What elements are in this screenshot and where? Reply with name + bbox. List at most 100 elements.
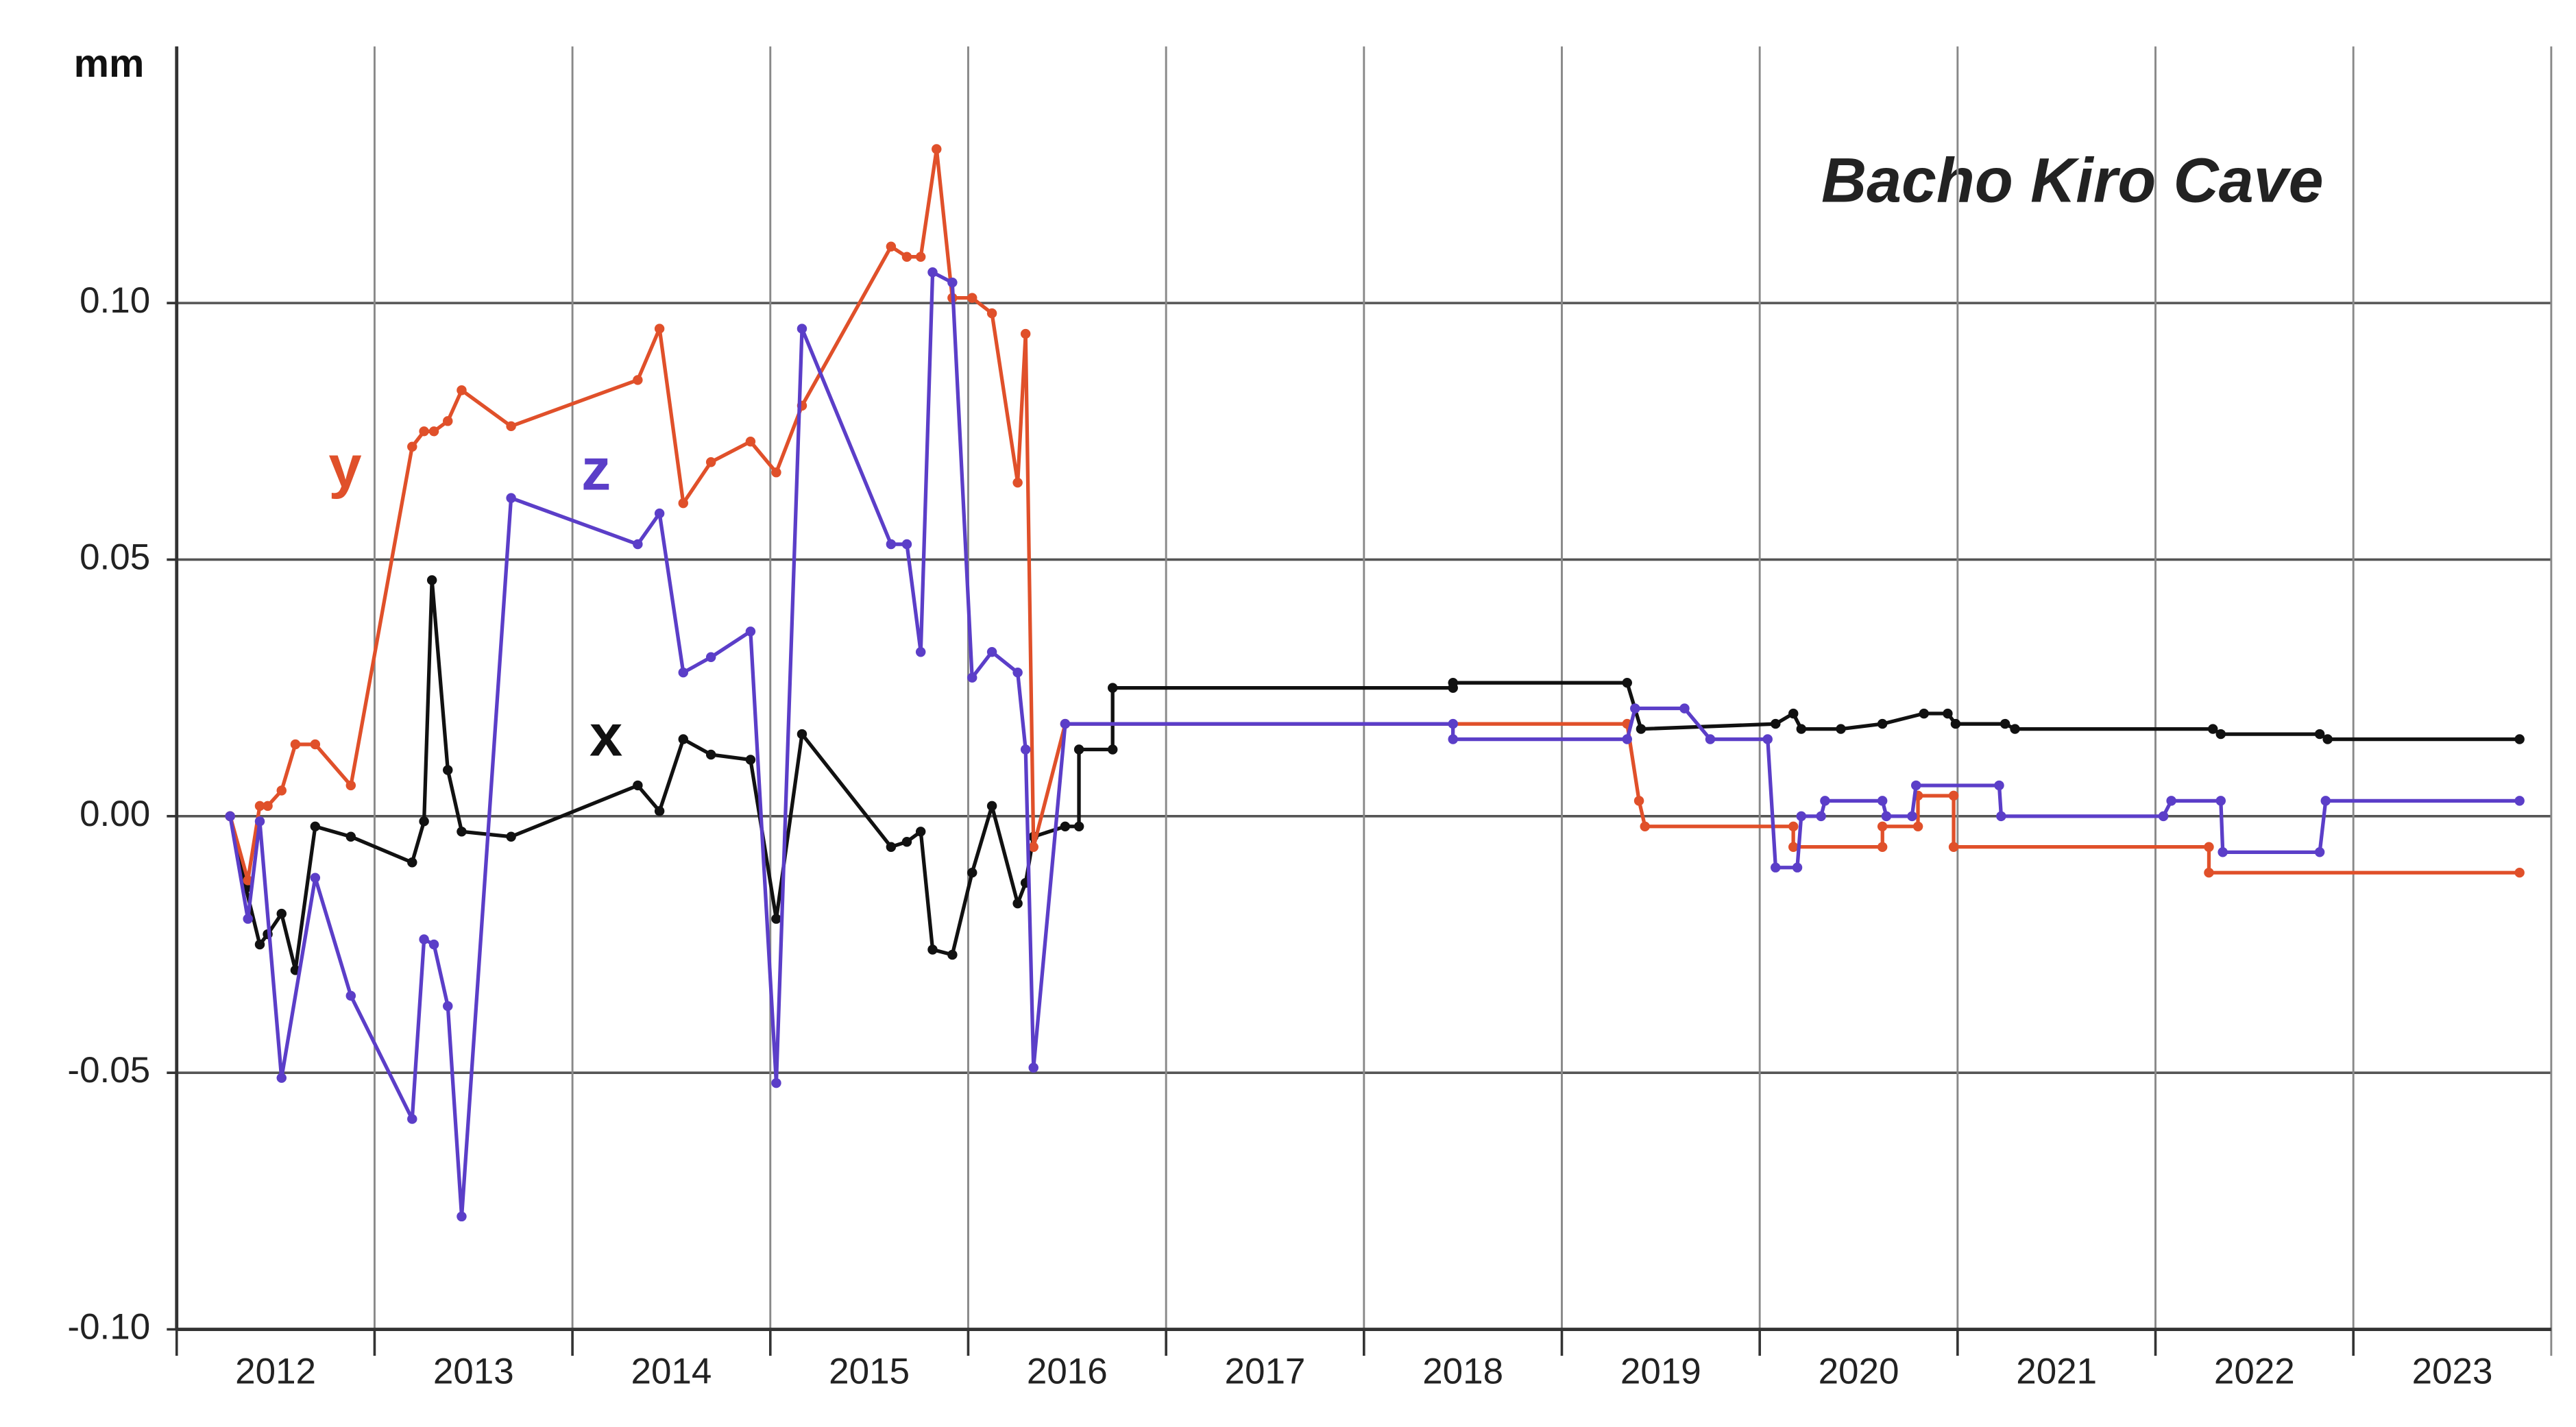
- data-point: [1816, 811, 1826, 822]
- data-point: [1796, 811, 1807, 822]
- data-point: [797, 729, 807, 740]
- data-point: [506, 493, 516, 503]
- chart-title: Bacho Kiro Cave: [1821, 145, 2323, 215]
- data-point: [1788, 708, 1799, 719]
- series-label: y: [328, 433, 361, 500]
- data-point: [428, 426, 439, 437]
- data-point: [1622, 734, 1632, 744]
- data-point: [947, 949, 958, 960]
- data-point: [1448, 734, 1458, 744]
- data-point: [2320, 796, 2331, 806]
- data-point: [1877, 796, 1888, 806]
- data-point: [1877, 821, 1888, 832]
- data-point: [1996, 811, 2006, 822]
- data-point: [2217, 847, 2228, 857]
- x-tick-label: 2016: [1027, 1352, 1108, 1392]
- data-point: [1792, 862, 1803, 873]
- data-point: [797, 324, 807, 334]
- data-point: [886, 241, 897, 252]
- data-point: [745, 437, 756, 447]
- x-tick-label: 2018: [1422, 1352, 1503, 1392]
- data-point: [443, 1001, 453, 1012]
- data-point: [2215, 796, 2226, 806]
- data-point: [967, 293, 977, 303]
- data-point: [1060, 821, 1071, 832]
- data-point: [967, 867, 977, 878]
- data-point: [2000, 718, 2010, 729]
- data-point: [901, 837, 912, 847]
- data-point: [915, 647, 926, 657]
- data-point: [1107, 744, 1118, 755]
- data-point: [771, 1077, 781, 1088]
- data-point: [1636, 724, 1647, 734]
- data-point: [1771, 862, 1781, 873]
- data-point: [225, 811, 235, 822]
- data-point: [1771, 718, 1781, 729]
- data-point: [1820, 796, 1830, 806]
- data-point: [2204, 842, 2214, 852]
- data-point: [407, 857, 417, 868]
- y-axis-label: mm: [74, 42, 145, 86]
- series-label: x: [590, 702, 622, 768]
- data-point: [263, 801, 273, 812]
- data-point: [1762, 734, 1773, 744]
- data-point: [678, 498, 688, 509]
- x-tick-label: 2022: [2214, 1352, 2295, 1392]
- data-point: [771, 914, 781, 924]
- data-point: [2514, 796, 2525, 806]
- x-tick-label: 2017: [1225, 1352, 1306, 1392]
- data-point: [2514, 867, 2525, 878]
- data-point: [419, 934, 429, 944]
- data-point: [1633, 796, 1644, 806]
- data-point: [986, 647, 997, 657]
- data-point: [243, 875, 253, 886]
- data-point: [1640, 821, 1650, 832]
- data-point: [633, 780, 643, 791]
- data-point: [276, 785, 287, 796]
- data-point: [1107, 683, 1118, 693]
- data-point: [426, 575, 437, 585]
- data-point: [457, 827, 467, 837]
- x-tick-label: 2012: [235, 1352, 316, 1392]
- y-tick-label: 0.10: [80, 280, 150, 321]
- data-point: [443, 416, 453, 426]
- data-point: [915, 827, 926, 837]
- data-point: [419, 816, 429, 827]
- data-point: [633, 539, 643, 550]
- data-point: [1622, 677, 1632, 688]
- data-point: [1948, 842, 1959, 852]
- data-point: [2208, 724, 2218, 734]
- data-point: [254, 801, 265, 812]
- data-point: [506, 831, 516, 842]
- data-point: [678, 667, 688, 678]
- data-point: [654, 806, 665, 816]
- data-point: [654, 508, 665, 519]
- data-point: [1950, 718, 1961, 729]
- data-point: [705, 652, 716, 662]
- data-point: [419, 426, 429, 437]
- data-point: [428, 939, 439, 950]
- data-point: [506, 421, 516, 432]
- data-point: [705, 457, 716, 467]
- data-point: [901, 539, 912, 550]
- data-point: [1919, 708, 1929, 719]
- data-point: [243, 914, 253, 924]
- data-point: [254, 939, 265, 950]
- data-point: [1907, 811, 1917, 822]
- data-point: [745, 626, 756, 637]
- x-tick-label: 2021: [2016, 1352, 2097, 1392]
- y-tick-label: -0.10: [67, 1307, 150, 1347]
- data-point: [1881, 811, 1892, 822]
- series-label: z: [581, 437, 611, 503]
- data-point: [1073, 821, 1084, 832]
- data-point: [1012, 667, 1023, 678]
- data-point: [1028, 842, 1038, 852]
- data-point: [254, 816, 265, 827]
- data-point: [310, 873, 321, 883]
- data-point: [443, 765, 453, 775]
- data-point: [915, 252, 926, 262]
- data-point: [2322, 734, 2333, 744]
- data-point: [986, 308, 997, 319]
- data-point: [927, 944, 938, 955]
